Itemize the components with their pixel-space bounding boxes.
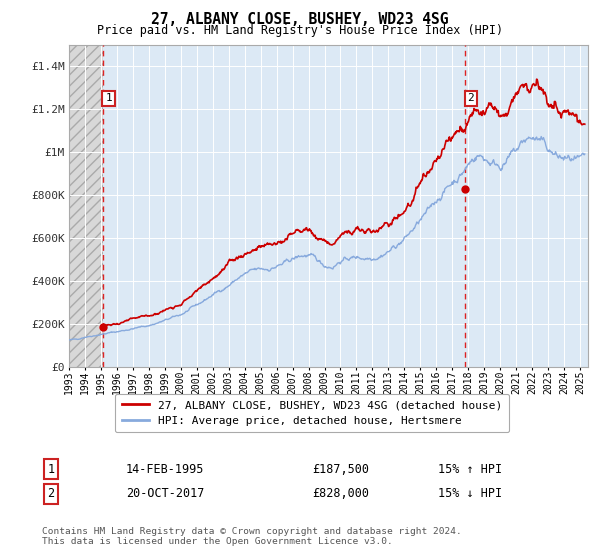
Text: 27, ALBANY CLOSE, BUSHEY, WD23 4SG: 27, ALBANY CLOSE, BUSHEY, WD23 4SG <box>151 12 449 27</box>
Text: £187,500: £187,500 <box>312 463 369 476</box>
Legend: 27, ALBANY CLOSE, BUSHEY, WD23 4SG (detached house), HPI: Average price, detache: 27, ALBANY CLOSE, BUSHEY, WD23 4SG (deta… <box>115 394 509 432</box>
Text: 15% ↓ HPI: 15% ↓ HPI <box>438 487 502 501</box>
Text: £828,000: £828,000 <box>312 487 369 501</box>
Text: 1: 1 <box>47 463 55 476</box>
Text: Contains HM Land Registry data © Crown copyright and database right 2024.
This d: Contains HM Land Registry data © Crown c… <box>42 526 462 546</box>
Text: 20-OCT-2017: 20-OCT-2017 <box>126 487 205 501</box>
Text: 2: 2 <box>467 94 474 104</box>
Text: 15% ↑ HPI: 15% ↑ HPI <box>438 463 502 476</box>
Bar <box>69 45 103 367</box>
Text: Price paid vs. HM Land Registry's House Price Index (HPI): Price paid vs. HM Land Registry's House … <box>97 24 503 37</box>
Text: 1: 1 <box>105 94 112 104</box>
Text: 2: 2 <box>47 487 55 501</box>
Text: 14-FEB-1995: 14-FEB-1995 <box>126 463 205 476</box>
